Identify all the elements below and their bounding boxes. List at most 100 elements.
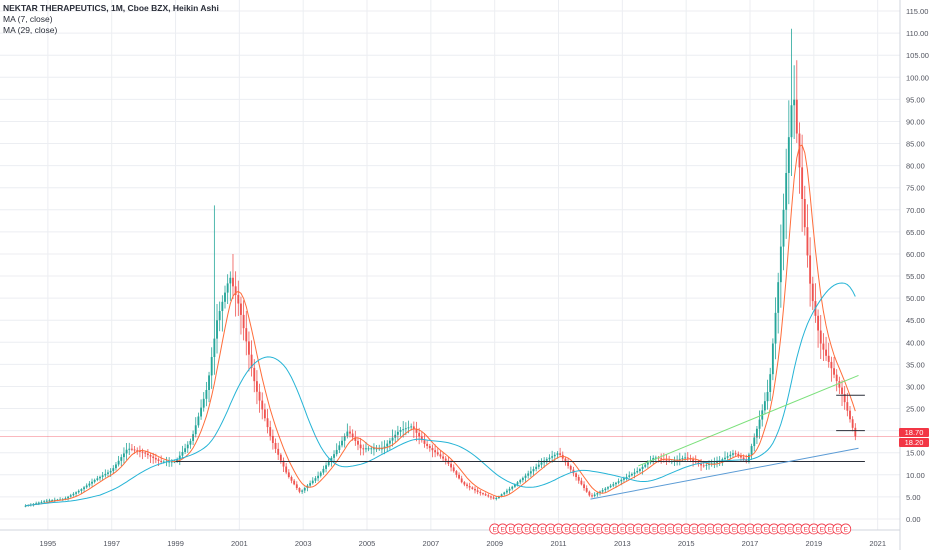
earnings-marker-label: E <box>500 526 505 533</box>
candle-body <box>234 286 237 295</box>
candle-body <box>700 463 702 466</box>
candle-body <box>210 357 213 376</box>
candle-body <box>136 450 139 452</box>
candle-body <box>559 453 562 455</box>
candle-body <box>181 451 184 456</box>
candle-body <box>819 330 822 344</box>
candle-body <box>458 474 460 479</box>
candle-body <box>192 434 195 441</box>
candle-body <box>423 440 426 444</box>
candle-body <box>370 448 373 450</box>
earnings-marker-label: E <box>652 526 657 533</box>
candle-body <box>633 472 636 474</box>
candle-body <box>338 445 341 450</box>
x-tick-label: 2005 <box>359 539 376 548</box>
candle-body <box>684 457 687 459</box>
candle-body <box>418 432 421 437</box>
candle-body <box>585 488 588 492</box>
y-tick-label: 25.00 <box>906 405 925 414</box>
x-tick-label: 1997 <box>103 539 120 548</box>
candle-body <box>146 453 149 456</box>
candle-body <box>51 500 54 502</box>
earnings-marker-label: E <box>660 526 665 533</box>
candle-body <box>609 485 612 488</box>
candle-body <box>436 452 439 455</box>
candle-body <box>333 454 335 458</box>
candle-body <box>88 483 91 486</box>
candle-body <box>301 490 304 492</box>
candle-body <box>755 428 758 438</box>
candle-body <box>290 477 293 481</box>
earnings-marker-label: E <box>756 526 761 533</box>
candle-body <box>420 436 423 441</box>
candle-body <box>317 475 320 479</box>
candle-body <box>758 419 761 429</box>
candle-body <box>373 448 375 450</box>
candle-body <box>396 431 399 435</box>
earnings-marker-label: E <box>516 526 521 533</box>
candle-body <box>160 460 163 462</box>
x-tick-label: 1999 <box>167 539 184 548</box>
earnings-marker-label: E <box>644 526 649 533</box>
candle-body <box>128 448 131 450</box>
candle-body <box>335 449 338 455</box>
candle-body <box>660 458 663 460</box>
candle-body <box>777 282 780 313</box>
candle-body <box>200 407 202 417</box>
candle-body <box>492 497 495 499</box>
candle-body <box>362 448 365 450</box>
candle-body <box>726 456 729 458</box>
candle-body <box>623 478 625 480</box>
candle-body <box>532 469 535 472</box>
y-tick-label: 65.00 <box>906 228 925 237</box>
candle-body <box>604 488 607 491</box>
candle-body <box>583 484 585 489</box>
candle-body <box>434 450 437 453</box>
candle-body <box>258 391 261 401</box>
candle-body <box>827 355 830 362</box>
candle-body <box>490 496 492 498</box>
candle-body <box>692 459 695 461</box>
candle-body <box>652 458 655 461</box>
candle-body <box>503 492 506 495</box>
candle-body <box>854 427 857 437</box>
candle-body <box>575 473 577 477</box>
candle-body <box>224 292 226 302</box>
x-tick-label: 2017 <box>742 539 759 548</box>
candle-body <box>24 505 27 507</box>
y-tick-label: 85.00 <box>906 140 925 149</box>
candle-body <box>785 172 788 210</box>
legend-symbol[interactable]: NEKTAR THERAPEUTICS, 1M, Cboe BZX, Heiki… <box>3 3 219 13</box>
candle-body <box>447 460 450 464</box>
candle-body <box>665 459 668 461</box>
y-tick-label: 55.00 <box>906 272 925 281</box>
candle-body <box>620 479 623 482</box>
legend-ma29[interactable]: MA (29, close) <box>3 25 58 35</box>
x-tick-label: 2007 <box>423 539 440 548</box>
legend-ma7[interactable]: MA (7, close) <box>3 14 53 24</box>
candle-body <box>500 494 503 497</box>
candle-body <box>173 461 176 463</box>
candle-body <box>309 483 312 486</box>
candle-body <box>117 460 120 465</box>
candle-body <box>732 453 734 455</box>
earnings-marker-label: E <box>636 526 641 533</box>
candle-body <box>529 471 532 474</box>
candle-body <box>72 493 75 496</box>
candle-body <box>615 482 617 485</box>
earnings-marker-label: E <box>580 526 585 533</box>
chart-legend: NEKTAR THERAPEUTICS, 1M, Cboe BZX, Heiki… <box>3 3 219 36</box>
candle-body <box>263 409 266 419</box>
earnings-marker-label: E <box>564 526 569 533</box>
candle-body <box>734 453 737 455</box>
candle-body <box>410 426 413 428</box>
candle-body <box>787 137 790 173</box>
candle-body <box>240 303 242 315</box>
candle-body <box>782 209 785 247</box>
candle-body <box>255 381 258 392</box>
candle-body <box>311 480 314 484</box>
candle-body <box>476 490 479 492</box>
candle-body <box>178 455 181 460</box>
candle-body <box>809 255 812 284</box>
